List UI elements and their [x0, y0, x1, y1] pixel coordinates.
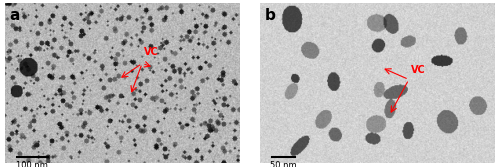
Text: VC: VC: [144, 47, 158, 57]
Text: VC: VC: [411, 65, 426, 75]
Text: 50 nm: 50 nm: [270, 161, 297, 167]
Text: b: b: [264, 8, 276, 23]
Text: a: a: [10, 8, 20, 23]
Text: 100 nm: 100 nm: [16, 161, 48, 167]
